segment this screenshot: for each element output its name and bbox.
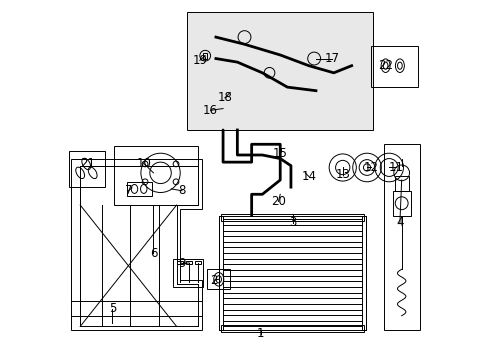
Bar: [126, 182, 151, 196]
Text: 15: 15: [272, 147, 287, 160]
Bar: [187, 12, 372, 130]
Bar: [221, 325, 364, 332]
Text: 10: 10: [137, 157, 152, 170]
Bar: [394, 176, 408, 191]
Bar: [221, 214, 364, 221]
Text: 11: 11: [388, 161, 403, 174]
Bar: [203, 53, 207, 59]
Text: 18: 18: [217, 91, 232, 104]
Text: 8: 8: [178, 184, 185, 197]
Text: 12: 12: [363, 161, 378, 174]
Text: 14: 14: [301, 170, 316, 183]
Text: 19: 19: [192, 54, 207, 67]
Text: 2: 2: [210, 274, 218, 287]
Bar: [195, 261, 201, 264]
Text: 16: 16: [203, 104, 218, 117]
Text: 3: 3: [288, 216, 296, 229]
Text: 17: 17: [324, 52, 339, 65]
Bar: [114, 146, 198, 205]
Bar: [173, 258, 203, 287]
Text: 5: 5: [108, 302, 116, 315]
Bar: [370, 46, 417, 87]
Bar: [219, 216, 365, 330]
Bar: [186, 261, 192, 264]
Text: 13: 13: [335, 168, 349, 181]
Text: 21: 21: [80, 157, 95, 170]
Text: 22: 22: [377, 59, 392, 72]
Bar: [383, 144, 419, 330]
Text: 9: 9: [178, 257, 185, 270]
Bar: [69, 152, 105, 187]
Bar: [177, 261, 183, 264]
Text: 6: 6: [149, 247, 157, 260]
Bar: [392, 191, 410, 216]
Bar: [206, 269, 230, 289]
Text: 1: 1: [256, 327, 264, 340]
Text: 7: 7: [124, 184, 132, 197]
Bar: [219, 216, 223, 330]
Bar: [362, 216, 365, 330]
Text: 20: 20: [270, 195, 285, 208]
Text: 4: 4: [395, 216, 403, 229]
